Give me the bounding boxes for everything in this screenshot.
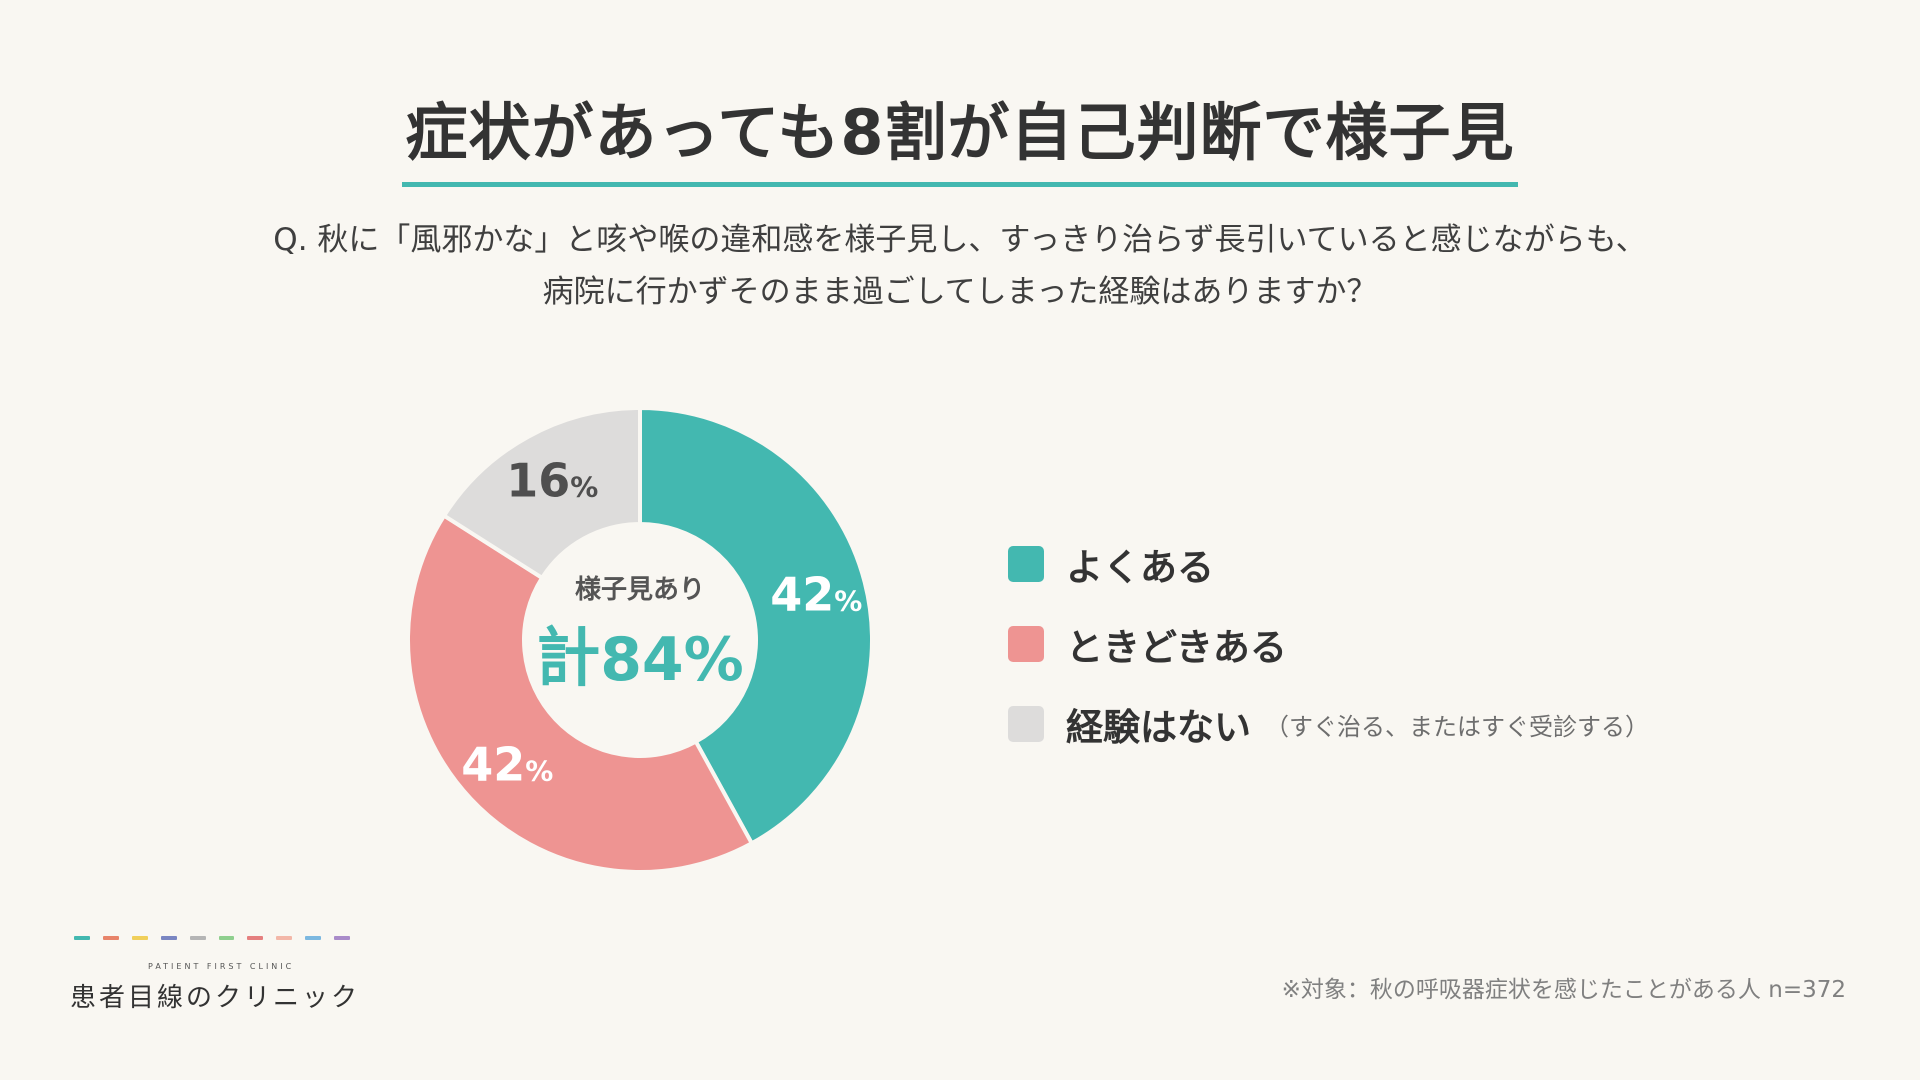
logo-dash <box>218 936 235 940</box>
logo-dash <box>334 936 351 940</box>
logo-dash <box>74 936 90 940</box>
logo-dash <box>102 936 119 940</box>
slice-never <box>441 405 642 581</box>
title-underline <box>402 182 1518 187</box>
logo-subtitle: PATIENT FIRST CLINIC <box>148 962 295 971</box>
chart-legend: よくある ときどきある 経験はない （すぐ治る、またはすぐ受診する） <box>1008 524 1649 764</box>
legend-swatch-never <box>1008 706 1044 742</box>
question-line-1: Q. 秋に「風邪かな」と咳や喉の違和感を様子見し、すっきり治らず長引いていると感… <box>273 222 1647 258</box>
legend-label-sometimes: ときどきある <box>1066 626 1287 669</box>
clinic-logo: PATIENT FIRST CLINIC 患者目線のクリニック <box>70 936 361 1014</box>
logo-dash <box>131 936 148 940</box>
slice-often <box>638 405 874 847</box>
chart-title: 症状があっても8割が自己判断で様子見 <box>405 96 1515 169</box>
legend-swatch-often <box>1008 546 1044 582</box>
center-label: 様子見あり <box>575 574 705 605</box>
data-label-sometimes: 42% <box>461 738 553 792</box>
data-label-never: 16% <box>506 454 598 508</box>
legend-label-never: 経験はない <box>1066 706 1251 749</box>
center-total-value: 計84% <box>536 622 744 696</box>
logo-dash <box>247 936 264 940</box>
logo-dash <box>276 936 293 940</box>
question-line-2: 病院に行かずそのまま過ごしてしまった経験はありますか？ <box>542 274 1378 310</box>
legend-note-never: （すぐ治る、またはすぐ受診する） <box>1265 712 1649 741</box>
legend-item-often: よくある <box>1008 524 1649 604</box>
logo-color-dashes <box>74 936 351 940</box>
logo-dash <box>189 936 206 940</box>
survey-question: Q. 秋に「風邪かな」と咳や喉の違和感を様子見し、すっきり治らず長引いていると感… <box>0 214 1920 318</box>
slice-sometimes <box>406 512 755 874</box>
data-label-often: 42% <box>770 568 862 622</box>
legend-label-often: よくある <box>1066 546 1214 589</box>
logo-name: 患者目線のクリニック <box>70 983 361 1013</box>
legend-item-sometimes: ときどきある <box>1008 604 1649 684</box>
logo-dash <box>305 936 322 940</box>
logo-dash <box>160 936 177 940</box>
survey-footnote: ※対象：秋の呼吸器症状を感じたことがある人 n=372 <box>1281 977 1846 1003</box>
legend-item-never: 経験はない （すぐ治る、またはすぐ受診する） <box>1008 684 1649 764</box>
legend-swatch-sometimes <box>1008 626 1044 662</box>
